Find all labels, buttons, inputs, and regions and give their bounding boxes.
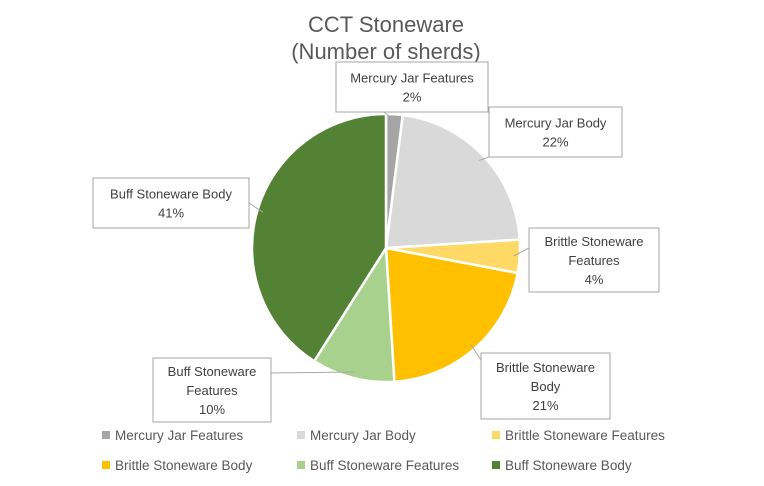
- data-label-text: 4%: [585, 272, 604, 287]
- callout-leader-3: [513, 247, 530, 257]
- callout-leader-2: [479, 156, 490, 161]
- data-label-3: Brittle Stoneware Features 4%: [528, 227, 660, 293]
- legend-item-6: Buff Stoneware Body: [492, 458, 632, 473]
- callout-leader-lines: [248, 111, 530, 374]
- data-label-5: Buff Stoneware Features 10%: [152, 357, 272, 423]
- legend-label: Brittle Stoneware Body: [115, 458, 253, 473]
- legend-swatch: [102, 461, 110, 469]
- legend-item-5: Buff Stoneware Features: [297, 458, 459, 473]
- data-label-box: [480, 352, 611, 420]
- data-label-text: Features: [568, 253, 620, 268]
- data-label-text: Brittle Stoneware: [496, 360, 595, 375]
- legend-item-4: Brittle Stoneware Body: [102, 458, 253, 473]
- callout-leader-1: [383, 111, 395, 121]
- chart-title: CCT Stoneware(Number of sherds): [291, 12, 481, 64]
- pie-slice-5: [312, 246, 396, 384]
- legend-swatch: [297, 431, 305, 439]
- data-label-box: [152, 357, 272, 423]
- legend-label: Brittle Stoneware Features: [505, 428, 665, 443]
- legend-label: Buff Stoneware Features: [310, 458, 459, 473]
- data-label-text: 10%: [199, 402, 225, 417]
- legend-label: Mercury Jar Features: [115, 428, 244, 443]
- data-label-callouts: Mercury Jar Features 2% Mercury Jar Body 22…: [92, 61, 660, 423]
- data-label-text: Buff Stoneware: [168, 364, 257, 379]
- data-label-text: Mercury Jar Body: [505, 116, 607, 131]
- legend-item-1: Mercury Jar Features: [102, 428, 244, 443]
- data-label-1: Mercury Jar Features 2%: [335, 61, 489, 113]
- legend-swatch: [492, 461, 500, 469]
- legend-swatch: [102, 431, 110, 439]
- legend-swatch: [492, 431, 500, 439]
- callout-leader-5: [270, 371, 355, 374]
- legend-swatch: [297, 461, 305, 469]
- legend-label: Buff Stoneware Body: [505, 458, 632, 473]
- data-label-box: [92, 177, 250, 229]
- callout-leader-6: [248, 202, 264, 213]
- legend-item-3: Brittle Stoneware Features: [492, 428, 665, 443]
- data-label-text: 41%: [158, 206, 184, 221]
- pie-slice-2: [384, 113, 521, 250]
- data-label-text: Body: [531, 379, 561, 394]
- data-label-text: 22%: [542, 135, 568, 150]
- legend-item-2: Mercury Jar Body: [297, 428, 416, 443]
- pie-slice-6: [250, 112, 388, 363]
- chart-title-line-2: (Number of sherds): [291, 39, 481, 64]
- legend: Mercury Jar Features Mercury Jar Body Brit…: [102, 428, 665, 473]
- legend-label: Mercury Jar Body: [310, 428, 416, 443]
- data-label-text: Features: [186, 383, 238, 398]
- callout-leader-4: [470, 343, 482, 361]
- data-label-text: 21%: [532, 398, 558, 413]
- data-label-text: Buff Stoneware Body: [110, 187, 232, 202]
- data-label-box: [488, 106, 623, 158]
- data-label-2: Mercury Jar Body 22%: [488, 106, 623, 158]
- data-label-text: Mercury Jar Features: [350, 71, 474, 86]
- data-label-4: Brittle Stoneware Body 21%: [480, 352, 611, 420]
- data-label-box: [335, 61, 489, 113]
- pie-slices: [250, 112, 522, 384]
- data-label-6: Buff Stoneware Body 41%: [92, 177, 250, 229]
- data-label-box: [528, 227, 660, 293]
- data-label-text: 2%: [403, 90, 422, 105]
- data-label-text: Brittle Stoneware: [545, 234, 644, 249]
- pie-slice-4: [384, 246, 519, 383]
- chart-title-line-1: CCT Stoneware: [308, 12, 464, 37]
